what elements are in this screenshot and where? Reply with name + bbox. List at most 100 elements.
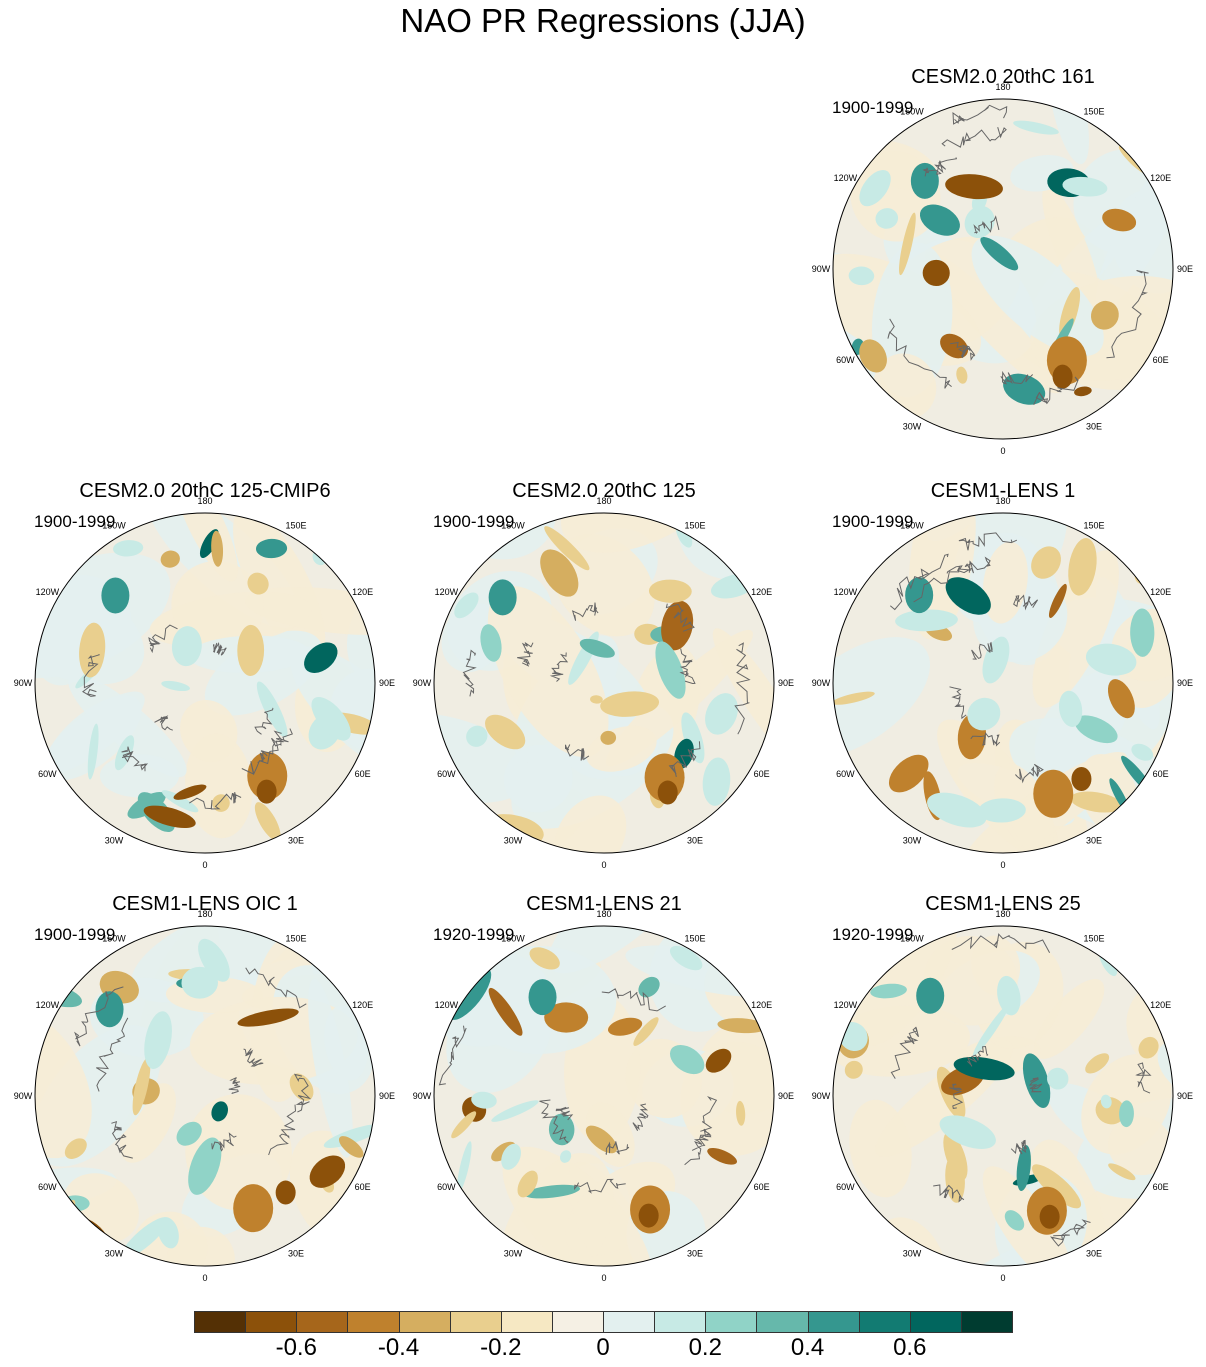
colorbar-box	[960, 1311, 1013, 1333]
colorbar-box	[296, 1311, 349, 1333]
longitude-label: 60W	[38, 769, 57, 779]
longitude-label: 120E	[1150, 1000, 1171, 1010]
longitude-label: 0	[202, 860, 207, 870]
colorbar-tick-label: -0.6	[275, 1334, 317, 1361]
map-panel-cesm1-lens-1: 180 150E 120E 90E 60E 30E 0 30W 60W 90W 120W 150W C…	[804, 480, 1202, 880]
longitude-label: 120E	[1150, 173, 1171, 183]
longitude-label: 150E	[684, 933, 705, 943]
polar-map: 180 150E 120E 90E 60E 30E 0 30W 60W 90W 120W 150W	[413, 496, 794, 870]
longitude-label: 60W	[38, 1182, 57, 1192]
longitude-label: 90W	[812, 264, 831, 274]
panel-title: CESM1-LENS OIC 1	[112, 893, 298, 915]
colorbar-box	[500, 1311, 553, 1333]
panel-period: 1920-1999	[433, 925, 515, 944]
longitude-label: 60W	[437, 769, 456, 779]
panel-title: CESM1-LENS 25	[925, 893, 1081, 915]
longitude-label: 120W	[834, 173, 858, 183]
longitude-label: 0	[601, 1273, 606, 1283]
panel-title: CESM2.0 20thC 125	[512, 480, 696, 502]
panel-period: 1900-1999	[433, 512, 515, 531]
panel-period: 1900-1999	[832, 98, 914, 117]
longitude-label: 60W	[437, 1182, 456, 1192]
colorbar-tick-label: 0.2	[688, 1334, 722, 1361]
longitude-label: 90W	[812, 678, 831, 688]
longitude-label: 180	[995, 82, 1010, 92]
longitude-label: 30W	[903, 1249, 922, 1259]
longitude-label: 90E	[1177, 1091, 1193, 1101]
longitude-label: 150E	[1083, 933, 1104, 943]
colorbar-box	[858, 1311, 911, 1333]
polar-map: 180 150E 120E 90E 60E 30E 0 30W 60W 90W 120W 150W	[812, 909, 1193, 1283]
panel-period: 1900-1999	[34, 925, 116, 944]
longitude-label: 60W	[836, 769, 855, 779]
longitude-label: 60E	[1153, 769, 1169, 779]
polar-map: 180 150E 120E 90E 60E 30E 0 30W 60W 90W 120W 150W	[812, 82, 1193, 456]
longitude-label: 0	[1000, 1273, 1005, 1283]
longitude-label: 90E	[778, 678, 794, 688]
colorbar-box	[756, 1311, 809, 1333]
longitude-label: 30E	[1086, 1249, 1102, 1259]
figure-title: NAO PR Regressions (JJA)	[400, 2, 806, 39]
map-panel-cesm1-lens-25: 180 150E 120E 90E 60E 30E 0 30W 60W 90W 120W 150W C…	[804, 893, 1202, 1293]
panel-title: CESM1-LENS 1	[930, 480, 1076, 502]
longitude-label: 90E	[379, 1091, 395, 1101]
colorbar-tick-label: 0.6	[893, 1334, 927, 1361]
longitude-label: 30W	[105, 836, 124, 846]
longitude-label: 90W	[413, 1091, 432, 1101]
longitude-label: 90E	[1177, 264, 1193, 274]
colorbar-box	[705, 1311, 758, 1333]
longitude-label: 150W	[501, 520, 525, 530]
longitude-label: 60W	[836, 355, 855, 365]
longitude-label: 120W	[435, 1000, 459, 1010]
longitude-label: 150E	[285, 933, 306, 943]
colorbar-tick-label: 0.4	[790, 1334, 825, 1361]
longitude-label: 150E	[1083, 106, 1104, 116]
colorbar-box	[194, 1311, 247, 1333]
colorbar-box	[398, 1311, 451, 1333]
panel-period: 1900-1999	[34, 512, 116, 531]
longitude-label: 30E	[687, 1249, 703, 1259]
longitude-label: 0	[1000, 446, 1005, 456]
longitude-label: 90W	[812, 1091, 831, 1101]
longitude-label: 30E	[1086, 422, 1102, 432]
longitude-label: 120W	[36, 1000, 60, 1010]
colorbar-box	[807, 1311, 860, 1333]
longitude-label: 150W	[501, 933, 525, 943]
panel-title: CESM2.0 20thC 125-CMIP6	[79, 480, 331, 502]
map-panel-cesm1-lens-oic-1: 180 150E 120E 90E 60E 30E 0 30W 60W 90W 120W 150W C…	[6, 893, 404, 1293]
map-panel-cesm2-161: 180 150E 120E 90E 60E 30E 0 30W 60W 90W 120W 150W C…	[804, 66, 1202, 466]
colorbar-box	[654, 1311, 707, 1333]
longitude-label: 180	[197, 909, 212, 919]
longitude-label: 60E	[1153, 355, 1169, 365]
longitude-label: 90W	[14, 678, 33, 688]
longitude-label: 60E	[754, 769, 770, 779]
longitude-label: 0	[1000, 860, 1005, 870]
longitude-label: 150E	[285, 520, 306, 530]
colorbar-box	[603, 1311, 656, 1333]
longitude-label: 120E	[751, 587, 772, 597]
longitude-label: 30W	[504, 1249, 523, 1259]
map-panel-cesm1-lens-21: 180 150E 120E 90E 60E 30E 0 30W 60W 90W 120W 150W C…	[405, 893, 803, 1293]
longitude-label: 60E	[355, 769, 371, 779]
colorbar-box	[551, 1311, 604, 1333]
longitude-label: 0	[202, 1273, 207, 1283]
longitude-label: 150W	[900, 106, 924, 116]
longitude-label: 150E	[1083, 520, 1104, 530]
longitude-label: 120E	[352, 587, 373, 597]
longitude-label: 90E	[379, 678, 395, 688]
panel-period: 1920-1999	[832, 925, 914, 944]
longitude-label: 180	[995, 496, 1010, 506]
map-panel-cesm2-125-cmip6: 180 150E 120E 90E 60E 30E 0 30W 60W 90W 120W 150W C…	[6, 480, 404, 880]
longitude-label: 90E	[778, 1091, 794, 1101]
longitude-label: 30E	[288, 1249, 304, 1259]
colorbar-box	[909, 1311, 962, 1333]
panel-period: 1900-1999	[832, 512, 914, 531]
longitude-label: 60E	[355, 1182, 371, 1192]
map-panel-cesm2-125: 180 150E 120E 90E 60E 30E 0 30W 60W 90W 120W 150W C…	[405, 480, 803, 880]
panel-title: CESM1-LENS 21	[526, 893, 682, 915]
colorbar-tick-label: 0	[596, 1334, 610, 1361]
polar-map: 180 150E 120E 90E 60E 30E 0 30W 60W 90W 120W 150W	[413, 909, 794, 1283]
longitude-label: 30W	[903, 836, 922, 846]
longitude-label: 150W	[102, 933, 126, 943]
longitude-label: 120E	[751, 1000, 772, 1010]
